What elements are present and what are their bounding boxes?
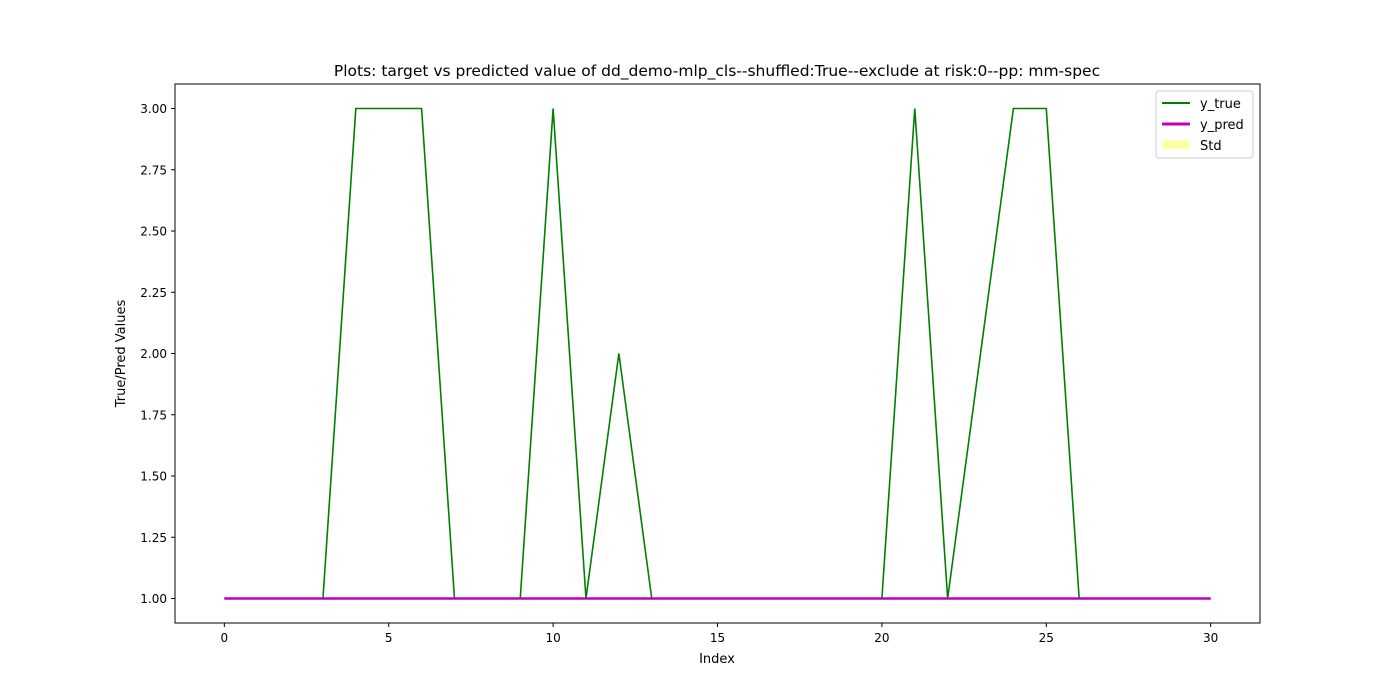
x-tick-label: 25	[1039, 631, 1054, 645]
y-tick-label: 3.00	[140, 102, 167, 116]
y-axis-label: True/Pred Values	[114, 300, 129, 409]
legend-label-y-pred: y_pred	[1200, 118, 1244, 133]
y-tick-label: 2.25	[140, 286, 167, 300]
x-axis-ticks: 0 5 10 15 20 25 30	[220, 623, 1218, 645]
x-tick-label: 5	[385, 631, 393, 645]
chart-title: Plots: target vs predicted value of dd_d…	[334, 62, 1100, 81]
x-tick-label: 10	[545, 631, 560, 645]
legend-swatch-std	[1162, 140, 1190, 149]
x-tick-label: 15	[710, 631, 725, 645]
y-tick-label: 2.50	[140, 225, 167, 239]
legend-label-y-true: y_true	[1200, 97, 1241, 112]
series-layer	[224, 107, 1211, 600]
y-tick-label: 2.75	[140, 163, 167, 177]
legend-label-std: Std	[1200, 139, 1222, 154]
x-tick-label: 20	[874, 631, 889, 645]
x-tick-label: 30	[1203, 631, 1218, 645]
y-axis-ticks: 1.00 1.25 1.50 1.75 2.00 2.25 2.50 2.75 3.00	[140, 102, 175, 606]
x-axis-label: Index	[699, 652, 735, 667]
plot-area: 0 5 10 15 20 25 30 1.00 1.25 1.50 1.75 2.00 2.25 2.5…	[140, 83, 1261, 645]
y-tick-label: 2.00	[140, 347, 167, 361]
y-tick-label: 1.75	[140, 408, 167, 422]
y-tick-label: 1.50	[140, 470, 167, 484]
plot-frame	[174, 83, 1261, 624]
y-tick-label: 1.00	[140, 592, 167, 606]
x-tick-label: 0	[220, 631, 228, 645]
legend: y_true y_pred Std	[1155, 90, 1254, 159]
series-line-y-true	[224, 107, 1211, 600]
y-tick-label: 1.25	[140, 531, 167, 545]
